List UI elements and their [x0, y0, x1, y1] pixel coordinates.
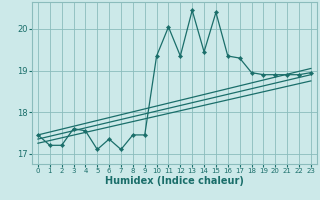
- X-axis label: Humidex (Indice chaleur): Humidex (Indice chaleur): [105, 176, 244, 186]
